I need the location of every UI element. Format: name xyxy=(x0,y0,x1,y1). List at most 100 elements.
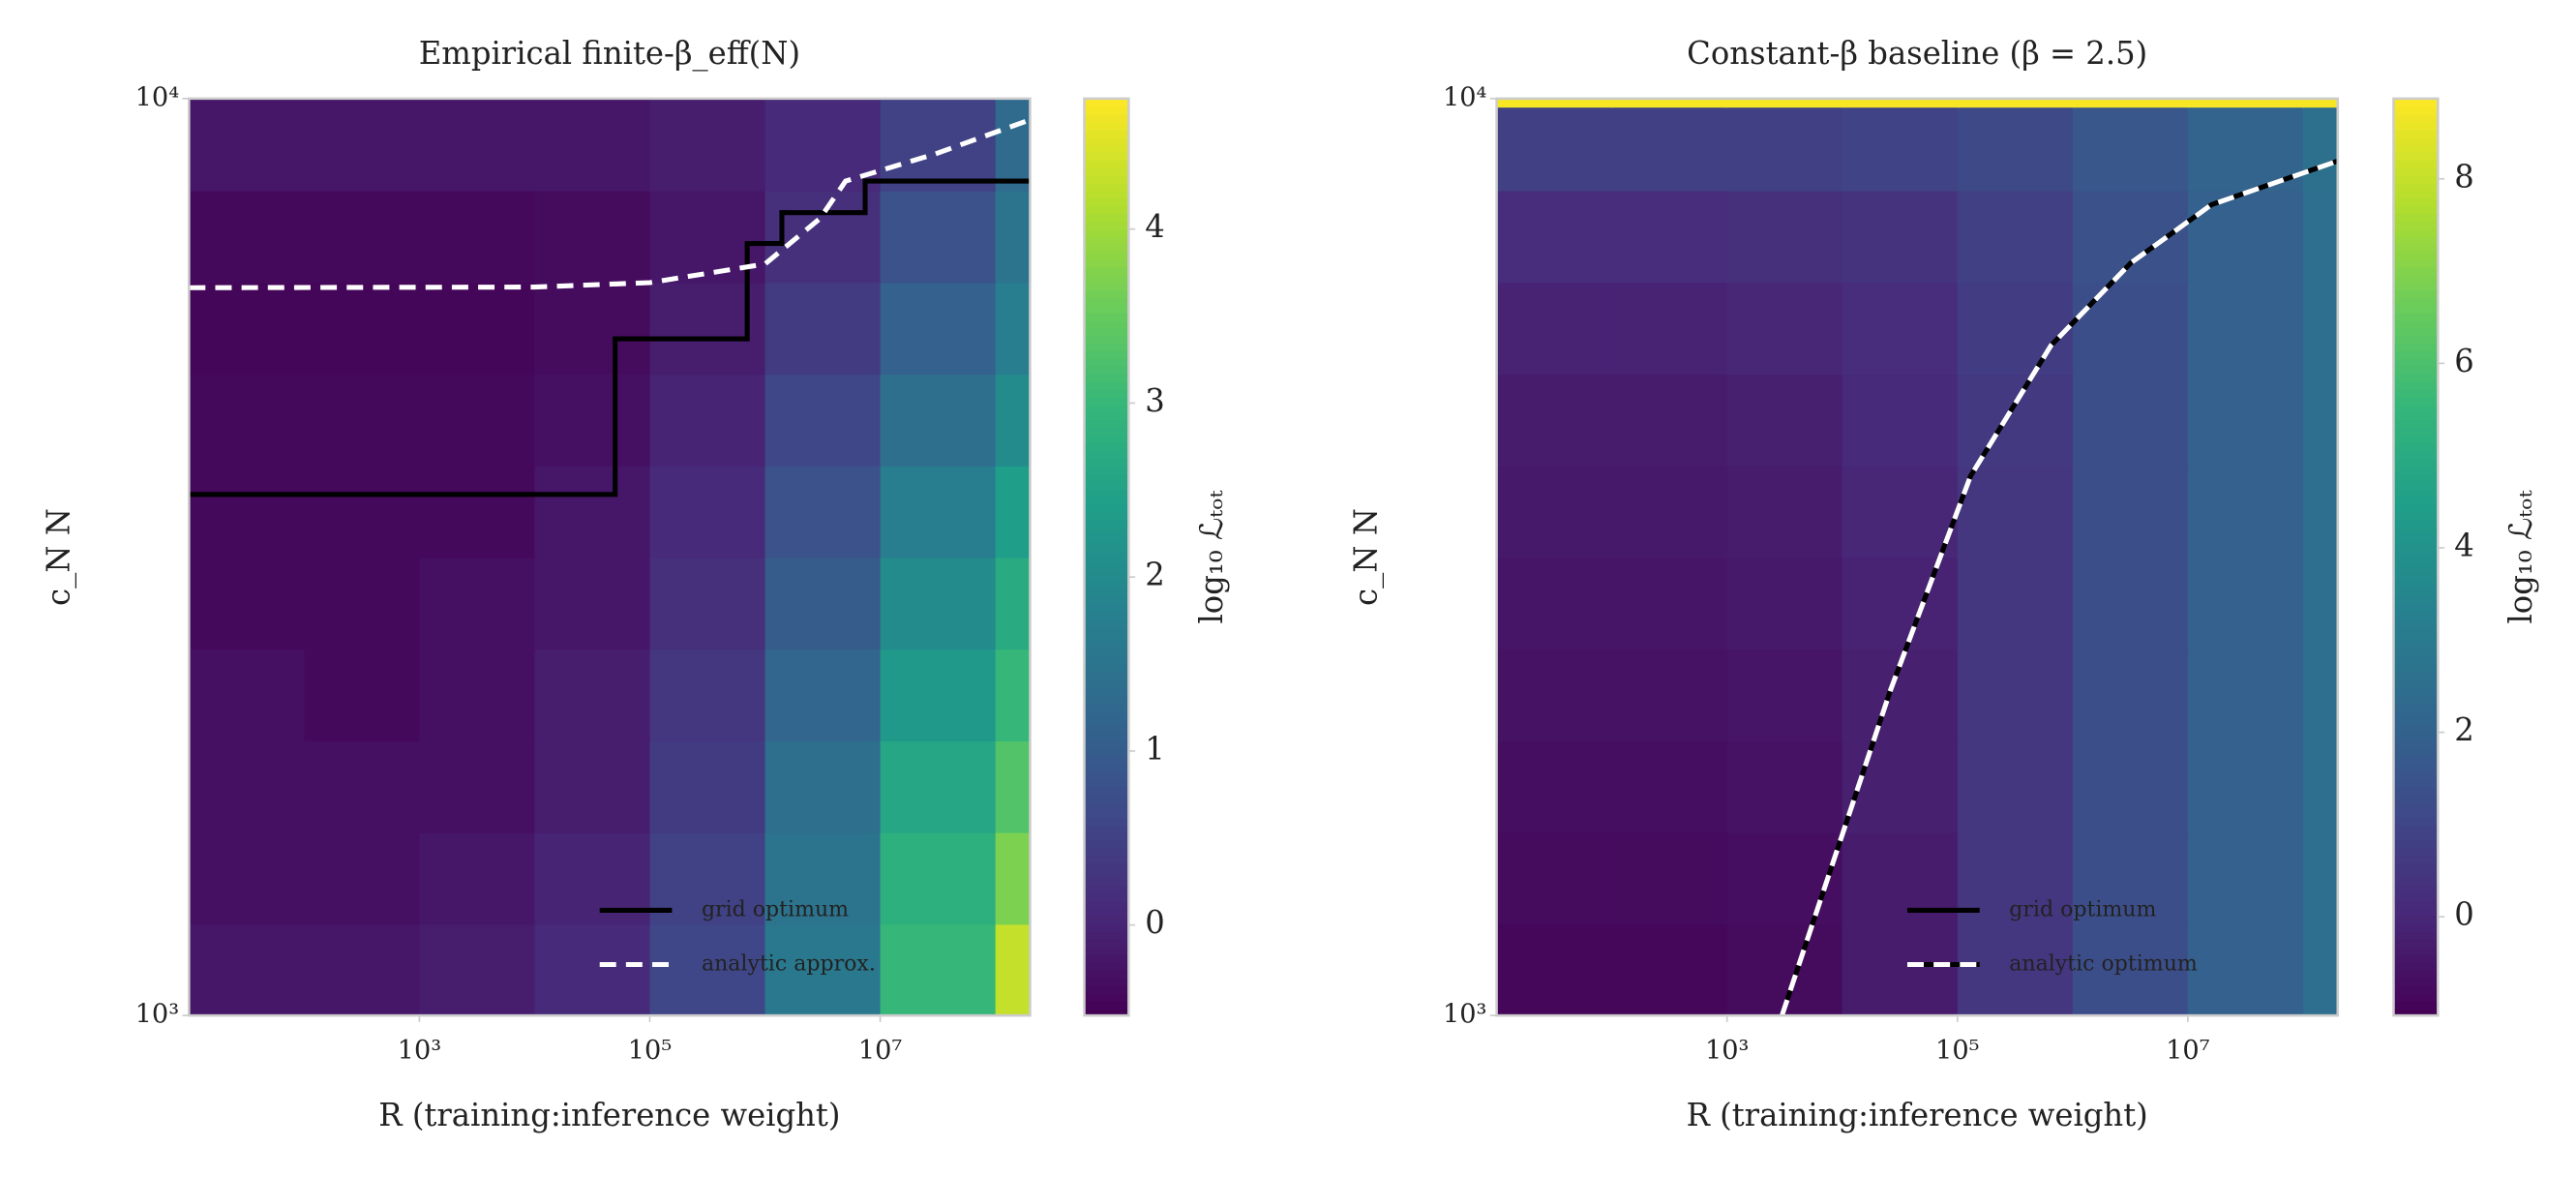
colorbar-band xyxy=(1084,319,1129,329)
colorbar-band xyxy=(1084,129,1129,138)
colorbar-band xyxy=(2393,197,2439,207)
colorbar-band xyxy=(1084,343,1129,352)
heat-cell xyxy=(1842,739,1959,833)
heat-cell xyxy=(304,190,421,284)
colorbar-band xyxy=(1084,182,1129,192)
colorbar-band xyxy=(2393,289,2439,298)
colorbar-band xyxy=(1084,442,1129,451)
legend-label: analytic approx. xyxy=(702,951,876,976)
colorbar-tick-label: 8 xyxy=(2454,158,2474,195)
colorbar-band xyxy=(2393,786,2439,796)
plot-frame xyxy=(188,97,1032,1017)
colorbar-band xyxy=(2393,549,2439,558)
colorbar-band xyxy=(1084,511,1129,520)
colorbar-band xyxy=(2393,258,2439,268)
colorbar-tick-label: 2 xyxy=(2454,711,2474,748)
heat-cell xyxy=(1726,374,1843,467)
colorbar-band xyxy=(2393,900,2439,910)
colorbar-band xyxy=(1084,427,1129,437)
colorbar-band xyxy=(1084,610,1129,619)
colorbar-band xyxy=(2393,908,2439,918)
colorbar-band xyxy=(2393,725,2439,734)
colorbar-band xyxy=(2393,572,2439,582)
heat-cell xyxy=(1726,831,1843,925)
heat-cell xyxy=(995,190,1031,284)
colorbar-band xyxy=(2393,702,2439,711)
colorbar-band xyxy=(2393,984,2439,994)
heat-cell xyxy=(2072,557,2189,650)
colorbar-band xyxy=(2393,709,2439,719)
y-tick-label: 10⁴ xyxy=(1443,82,1487,112)
colorbar-band xyxy=(2393,312,2439,321)
heat-cell xyxy=(2302,649,2338,742)
heat-cell xyxy=(1726,190,1843,284)
heat-cell xyxy=(880,557,997,650)
heat-cell xyxy=(419,465,536,558)
colorbar-band xyxy=(1084,404,1129,413)
colorbar-band xyxy=(2393,113,2439,123)
colorbar-band xyxy=(2393,396,2439,406)
plot-area xyxy=(1496,98,2338,1016)
colorbar-band xyxy=(2393,327,2439,337)
colorbar-band xyxy=(2393,404,2439,413)
colorbar-band xyxy=(2393,694,2439,704)
colorbar-tick-label: 4 xyxy=(2454,527,2474,563)
colorbar-band xyxy=(1084,686,1129,696)
heat-cell xyxy=(2302,557,2338,650)
heat-cell xyxy=(2187,465,2304,558)
colorbar-band xyxy=(2393,213,2439,223)
heat-cell xyxy=(189,739,306,833)
colorbar-band xyxy=(1084,496,1129,505)
heat-cell xyxy=(1611,98,1728,108)
colorbar-band xyxy=(1084,778,1129,788)
heat-cell xyxy=(189,923,306,1016)
colorbar-band xyxy=(1084,717,1129,727)
colorbar-band xyxy=(1084,839,1129,849)
colorbar-band xyxy=(2393,380,2439,390)
heat-cell xyxy=(304,374,421,467)
colorbar-band xyxy=(1084,816,1129,826)
colorbar-band xyxy=(2393,717,2439,727)
heat-cell xyxy=(1611,282,1728,376)
heat-cell xyxy=(419,557,536,650)
colorbar-band xyxy=(2393,488,2439,498)
colorbar-band xyxy=(1084,480,1129,490)
colorbar-band xyxy=(2393,801,2439,810)
colorbar-band xyxy=(1084,282,1129,291)
colorbar-label: log₁₀ ℒₜₒₜ xyxy=(2502,490,2539,623)
colorbar-band xyxy=(2393,503,2439,512)
heat-cell xyxy=(419,374,536,467)
heat-cell xyxy=(1842,374,1959,467)
colorbar-band xyxy=(1084,855,1129,864)
colorbar-band xyxy=(1084,847,1129,857)
colorbar-band xyxy=(2393,174,2439,184)
heat-cell xyxy=(1957,739,2074,833)
heat-cell xyxy=(880,282,997,376)
colorbar-band xyxy=(1084,931,1129,941)
colorbar-band xyxy=(2393,969,2439,979)
colorbar-band xyxy=(1084,435,1129,443)
colorbar-band xyxy=(1084,541,1129,551)
colorbar-band xyxy=(1084,297,1129,306)
colorbar-band xyxy=(1084,197,1129,207)
colorbar-band xyxy=(2393,953,2439,963)
colorbar-band xyxy=(1084,602,1129,612)
colorbar-band xyxy=(2393,519,2439,528)
colorbar-tick-label: 1 xyxy=(1145,730,1165,767)
heat-cell xyxy=(2187,190,2304,284)
heat-cell xyxy=(764,465,882,558)
colorbar-frame xyxy=(2392,97,2440,1017)
heat-cell xyxy=(1726,557,1843,650)
colorbar-band xyxy=(1084,335,1129,345)
heat-cell xyxy=(1726,649,1843,742)
heat-cell xyxy=(649,649,766,742)
colorbar-band xyxy=(2393,557,2439,566)
heat-cell xyxy=(304,923,421,1016)
heat-cell xyxy=(304,98,421,192)
heat-cell xyxy=(764,557,882,650)
heat-cell xyxy=(1496,831,1613,925)
colorbar-band xyxy=(2393,419,2439,429)
colorbar-band xyxy=(1084,900,1129,910)
colorbar-band xyxy=(1084,709,1129,719)
colorbar-band xyxy=(2393,816,2439,826)
